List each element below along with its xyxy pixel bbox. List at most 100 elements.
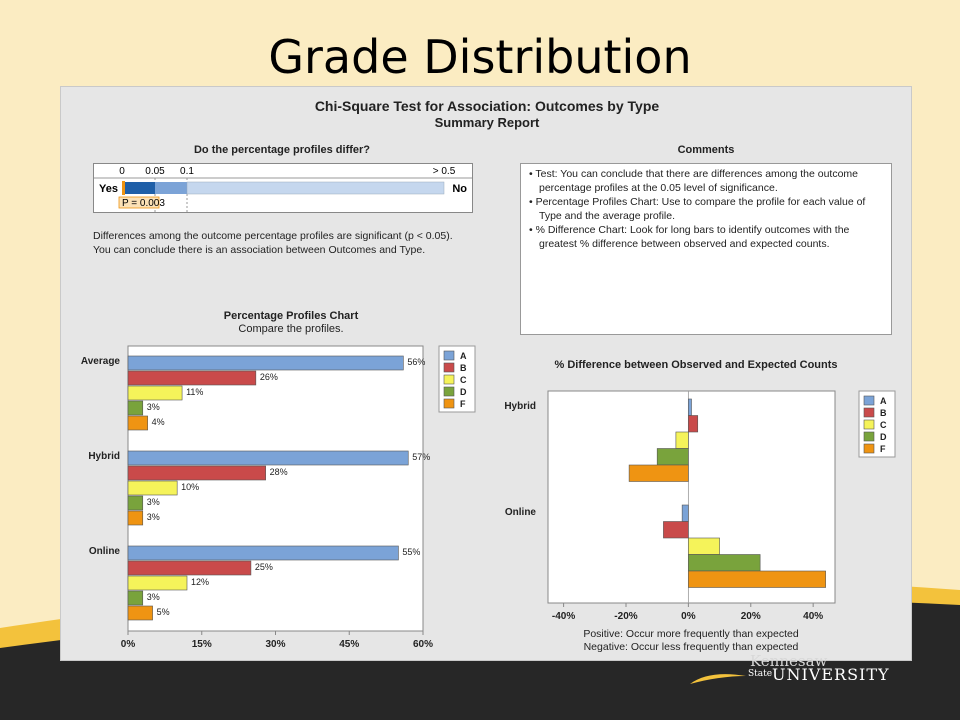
diff-bar bbox=[688, 570, 826, 588]
profiles-data-label: 56% bbox=[407, 357, 425, 367]
pvalue-scale: 0 0.05 0.1 > 0.5 Yes No P = 0.003 bbox=[93, 163, 473, 213]
pvalue-bar-weak bbox=[186, 181, 445, 195]
comment-item: • Test: You can conclude that there are … bbox=[529, 168, 859, 194]
profiles-legend-swatch bbox=[443, 362, 455, 373]
diff-note-negative: Negative: Occur less frequently than exp… bbox=[583, 641, 799, 653]
diff-legend-swatch bbox=[863, 395, 875, 406]
profiles-legend-label: B bbox=[460, 363, 467, 373]
percentage-profiles-chart: 0% 15% 30% 45% 60% Average 56% 26% 11% 3% 4% Hybrid… bbox=[81, 345, 476, 650]
profiles-bar bbox=[127, 355, 404, 371]
profiles-data-label: 3% bbox=[147, 497, 160, 507]
diff-x-tick-label: 20% bbox=[741, 611, 761, 622]
diff-legend-label: C bbox=[880, 420, 887, 430]
profiles-x-tick-label: 0% bbox=[121, 639, 136, 650]
pvalue-tick-005: 0.05 bbox=[145, 166, 165, 177]
pvalue-title: Do the percentage profiles differ? bbox=[193, 144, 371, 156]
diff-bar bbox=[663, 521, 689, 539]
profiles-data-label: 26% bbox=[260, 372, 278, 382]
profiles-data-label: 3% bbox=[147, 512, 160, 522]
diff-category-label: Hybrid bbox=[504, 401, 536, 412]
profiles-legend-swatch bbox=[443, 386, 455, 397]
profiles-legend-label: A bbox=[460, 351, 467, 361]
profiles-legend-label: C bbox=[460, 375, 467, 385]
logo-line1: Kennesaw bbox=[750, 652, 828, 670]
profiles-data-label: 5% bbox=[157, 607, 170, 617]
diff-legend-swatch bbox=[863, 407, 875, 418]
logo-line2: UNIVERSITY bbox=[772, 665, 890, 684]
pvalue-label: P = 0.003 bbox=[122, 198, 165, 209]
profiles-data-label: 4% bbox=[152, 417, 165, 427]
profiles-bar bbox=[127, 605, 153, 621]
profiles-x-tick-label: 60% bbox=[413, 639, 433, 650]
profiles-legend-swatch bbox=[443, 398, 455, 409]
diff-legend-label: A bbox=[880, 396, 887, 406]
profiles-bar bbox=[127, 575, 188, 591]
diff-legend-swatch bbox=[863, 431, 875, 442]
profiles-bar bbox=[127, 495, 144, 511]
profiles-bar bbox=[127, 400, 144, 416]
pvalue-marker bbox=[122, 181, 125, 195]
pvalue-bar-medium bbox=[155, 182, 187, 194]
profiles-data-label: 55% bbox=[402, 547, 420, 557]
diff-legend-label: B bbox=[880, 408, 887, 418]
profiles-data-label: 28% bbox=[270, 467, 288, 477]
diff-legend-label: F bbox=[880, 444, 886, 454]
profiles-bar bbox=[127, 465, 266, 481]
profiles-legend-swatch bbox=[443, 350, 455, 361]
diff-x-tick-label: 40% bbox=[803, 611, 823, 622]
diff-bar bbox=[688, 415, 699, 433]
profiles-bar bbox=[127, 590, 144, 606]
profiles-data-label: 10% bbox=[181, 482, 199, 492]
diff-bar bbox=[688, 537, 720, 555]
profiles-x-tick-label: 45% bbox=[339, 639, 359, 650]
profiles-subtitle: Compare the profiles. bbox=[238, 323, 344, 335]
university-logo: Kennesaw State UNIVERSITY bbox=[688, 652, 898, 692]
pvalue-description: Differences among the outcome percentage… bbox=[93, 230, 453, 256]
diff-note-positive: Positive: Occur more frequently than exp… bbox=[583, 628, 799, 640]
comment-item: • % Difference Chart: Look for long bars… bbox=[529, 224, 850, 250]
profiles-bar bbox=[127, 415, 148, 431]
diff-category-label: Online bbox=[505, 507, 537, 518]
diff-notes: Positive: Occur more frequently than exp… bbox=[541, 628, 841, 654]
profiles-data-label: 12% bbox=[191, 577, 209, 587]
profiles-bar bbox=[127, 370, 257, 386]
profiles-bar bbox=[127, 480, 178, 496]
pvalue-tick-0: 0 bbox=[119, 166, 125, 177]
profiles-data-label: 25% bbox=[255, 562, 273, 572]
profiles-bar bbox=[127, 450, 409, 466]
pvalue-no: No bbox=[452, 183, 467, 195]
profiles-legend-swatch bbox=[443, 374, 455, 385]
diff-x-tick-label: -20% bbox=[614, 611, 637, 622]
diff-bar bbox=[688, 554, 761, 572]
pvalue-tick-01: 0.1 bbox=[180, 166, 194, 177]
profiles-data-label: 57% bbox=[412, 452, 430, 462]
profiles-data-label: 3% bbox=[147, 402, 160, 412]
slide-title: Grade Distribution bbox=[268, 30, 692, 84]
pvalue-yes: Yes bbox=[99, 183, 118, 195]
profiles-data-label: 11% bbox=[186, 387, 203, 397]
diff-bar bbox=[628, 464, 689, 482]
profiles-category-label: Average bbox=[81, 356, 121, 367]
logo-swoosh-icon bbox=[690, 674, 746, 684]
profiles-data-label: 3% bbox=[147, 592, 160, 602]
diff-x-tick-label: -40% bbox=[552, 611, 575, 622]
diff-legend-swatch bbox=[863, 419, 875, 430]
comments-title: Comments bbox=[677, 144, 735, 156]
diff-legend-swatch bbox=[863, 443, 875, 454]
pvalue-tick-05: > 0.5 bbox=[433, 166, 456, 177]
diff-bar bbox=[656, 448, 689, 466]
profiles-x-tick-label: 15% bbox=[192, 639, 212, 650]
diff-bar bbox=[688, 398, 692, 416]
summary-report-panel: Chi-Square Test for Association: Outcome… bbox=[60, 86, 912, 661]
profiles-bar bbox=[127, 560, 252, 576]
report-subtitle: Summary Report bbox=[434, 115, 540, 130]
diff-bar bbox=[675, 431, 689, 449]
profiles-title: Percentage Profiles Chart bbox=[223, 310, 359, 322]
diff-bar bbox=[681, 504, 689, 522]
comment-item: • Percentage Profiles Chart: Use to comp… bbox=[529, 196, 866, 222]
profiles-legend-label: D bbox=[460, 387, 467, 397]
diff-title: % Difference between Observed and Expect… bbox=[554, 359, 838, 371]
diff-legend-label: D bbox=[880, 432, 887, 442]
logo-state: State bbox=[748, 669, 773, 679]
